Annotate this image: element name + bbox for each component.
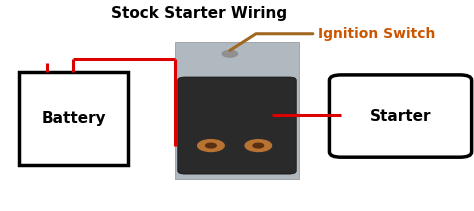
Circle shape xyxy=(198,140,224,151)
FancyBboxPatch shape xyxy=(178,77,296,174)
FancyBboxPatch shape xyxy=(175,42,299,179)
Text: Starter: Starter xyxy=(370,108,431,124)
Circle shape xyxy=(253,143,264,148)
Text: Stock Starter Wiring: Stock Starter Wiring xyxy=(111,6,287,21)
Circle shape xyxy=(245,140,272,151)
Text: Battery: Battery xyxy=(41,111,106,126)
FancyBboxPatch shape xyxy=(329,75,472,157)
Text: Ignition Switch: Ignition Switch xyxy=(318,27,435,41)
Circle shape xyxy=(206,143,216,148)
FancyBboxPatch shape xyxy=(19,72,128,165)
Circle shape xyxy=(222,50,237,57)
